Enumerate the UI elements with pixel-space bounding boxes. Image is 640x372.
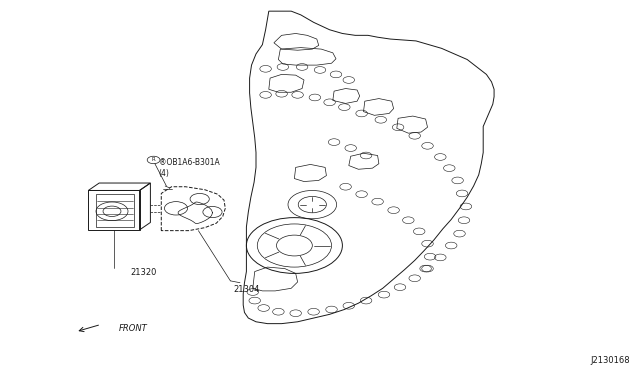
Text: FRONT: FRONT xyxy=(118,324,147,333)
Text: J2130168: J2130168 xyxy=(591,356,630,365)
Text: 21304: 21304 xyxy=(233,285,260,294)
Text: R: R xyxy=(152,157,156,163)
Text: ®OB1A6-B301A
(4): ®OB1A6-B301A (4) xyxy=(159,158,220,178)
Text: 21320: 21320 xyxy=(131,268,157,277)
